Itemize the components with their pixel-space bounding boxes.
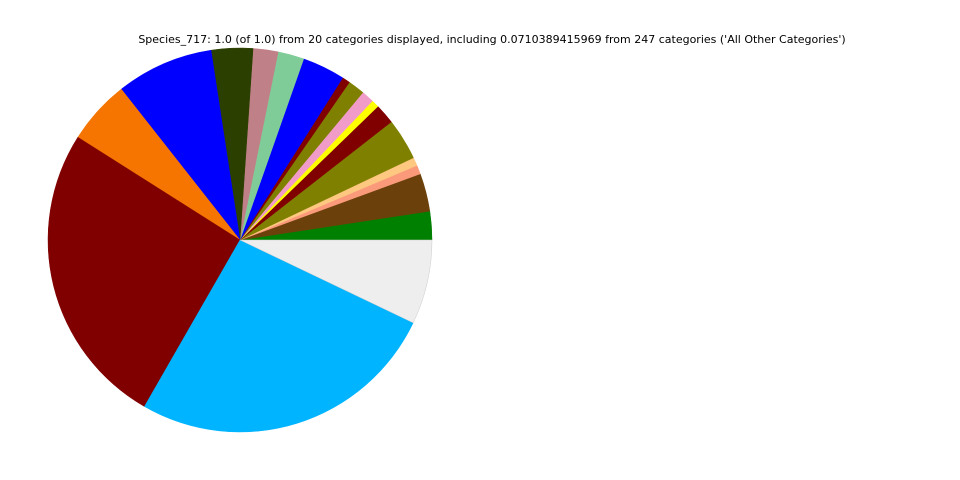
pie-slice <box>120 49 241 241</box>
pie-slice <box>47 136 241 407</box>
pie-slice <box>239 239 433 324</box>
pie-slice <box>144 239 414 433</box>
chart-title: Species_717: 1.0 (of 1.0) from 20 catego… <box>138 33 846 46</box>
